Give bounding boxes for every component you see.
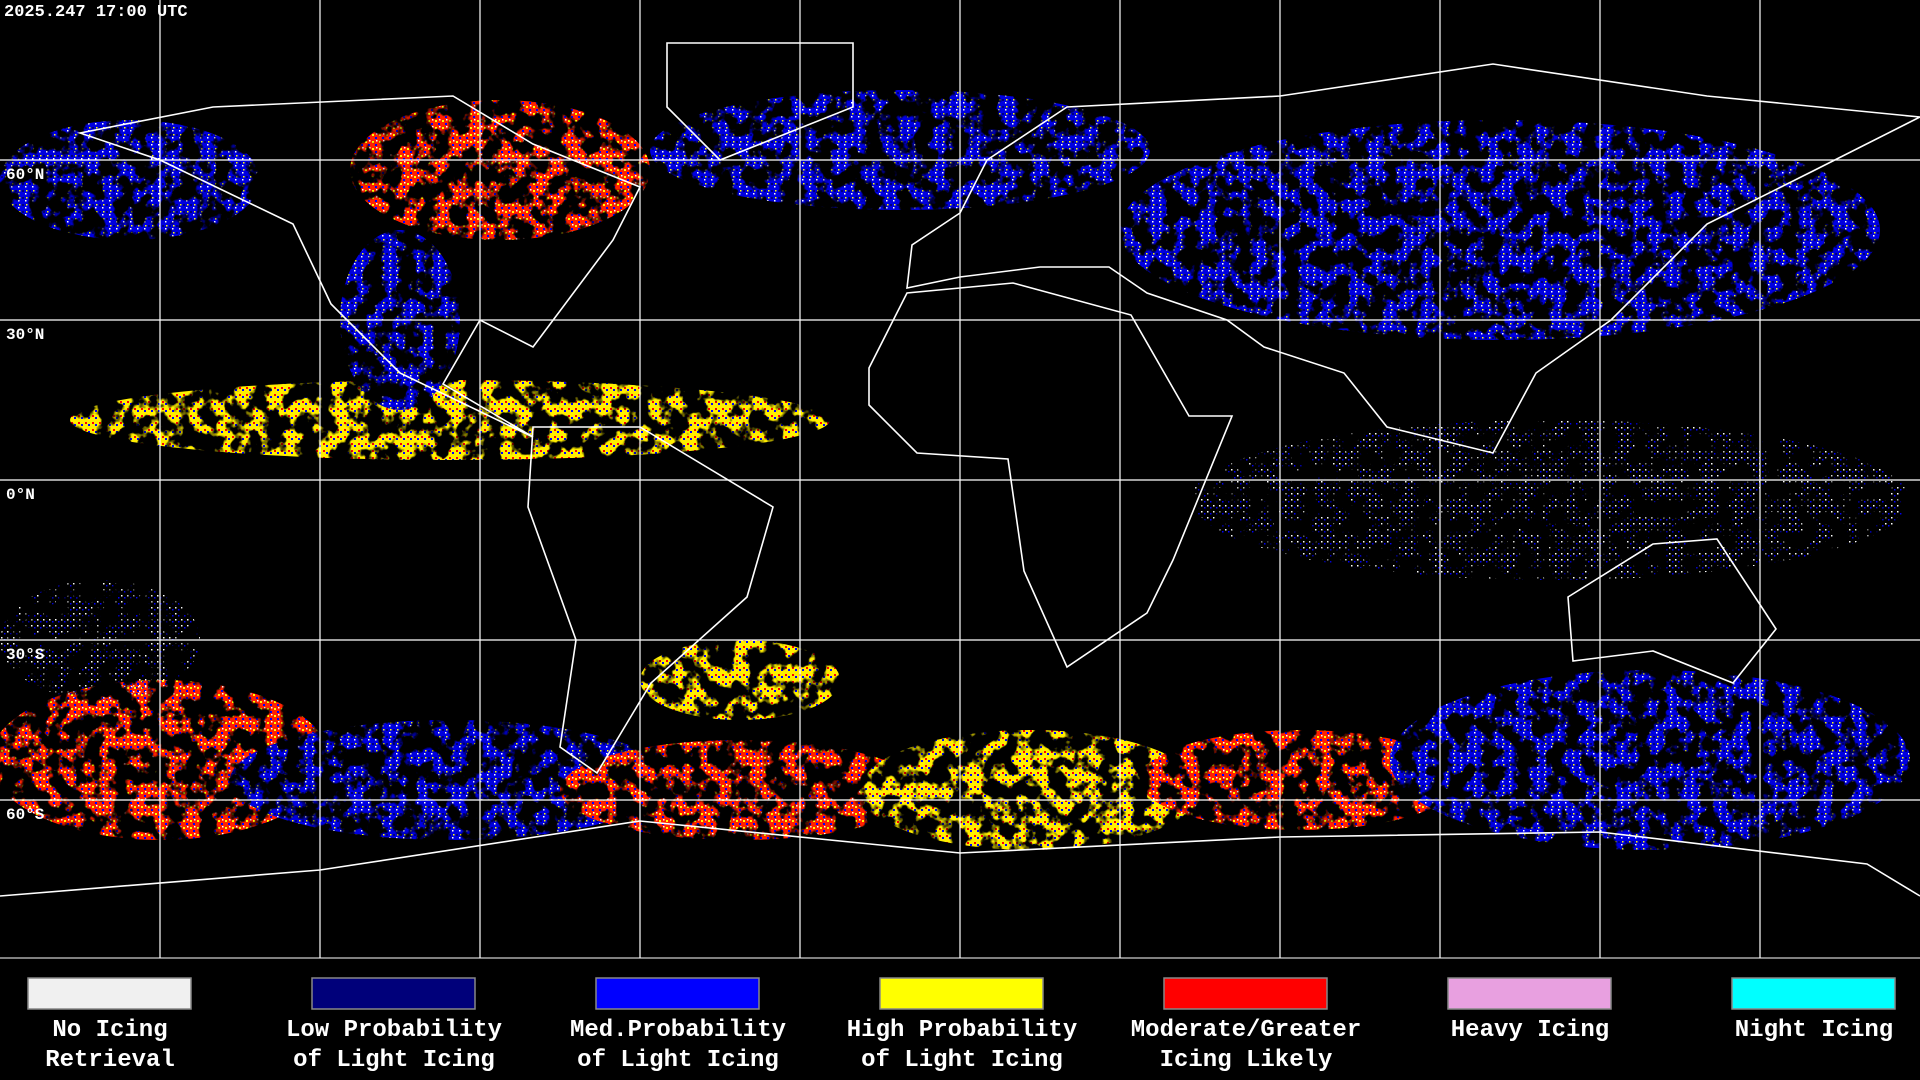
legend-swatch bbox=[1447, 977, 1612, 1010]
latitude-label: 30°S bbox=[6, 646, 45, 664]
legend-label: of Light Icing bbox=[861, 1047, 1063, 1074]
legend-swatch bbox=[1163, 977, 1328, 1010]
legend-label: High Probability bbox=[847, 1017, 1077, 1044]
latitude-label: 30°N bbox=[6, 326, 44, 344]
legend-label: Night Icing bbox=[1735, 1017, 1893, 1044]
australia bbox=[1567, 538, 1777, 684]
graticule bbox=[0, 0, 1920, 958]
legend-label: Icing Likely bbox=[1160, 1047, 1333, 1074]
greenland bbox=[666, 42, 854, 161]
legend-label: No Icing bbox=[52, 1017, 167, 1044]
latitude-label: 60°N bbox=[6, 166, 44, 184]
latitude-label: 0°N bbox=[6, 486, 35, 504]
legend-swatch bbox=[311, 977, 476, 1010]
legend-label: Retrieval bbox=[45, 1047, 175, 1074]
latitude-label: 60°S bbox=[6, 806, 45, 824]
latitude-labels: 60°N 30°N 0°N 30°S 60°S bbox=[6, 166, 45, 824]
legend-swatch bbox=[595, 977, 760, 1010]
africa bbox=[868, 282, 1234, 669]
south-america bbox=[527, 426, 774, 775]
legend: No Icing Retrieval Low Probability of Light… bbox=[27, 977, 1896, 1074]
timestamp: 2025.247 17:00 UTC bbox=[4, 3, 188, 22]
legend-label: of Light Icing bbox=[577, 1047, 779, 1074]
legend-label: Low Probability bbox=[286, 1017, 502, 1044]
legend-swatch bbox=[879, 977, 1044, 1010]
legend-label: Moderate/Greater bbox=[1131, 1017, 1361, 1044]
legend-label: of Light Icing bbox=[293, 1047, 495, 1074]
legend-swatch bbox=[27, 977, 192, 1010]
legend-swatch bbox=[1731, 977, 1896, 1010]
legend-label: Med.Probability bbox=[570, 1017, 786, 1044]
legend-label: Heavy Icing bbox=[1451, 1017, 1609, 1044]
